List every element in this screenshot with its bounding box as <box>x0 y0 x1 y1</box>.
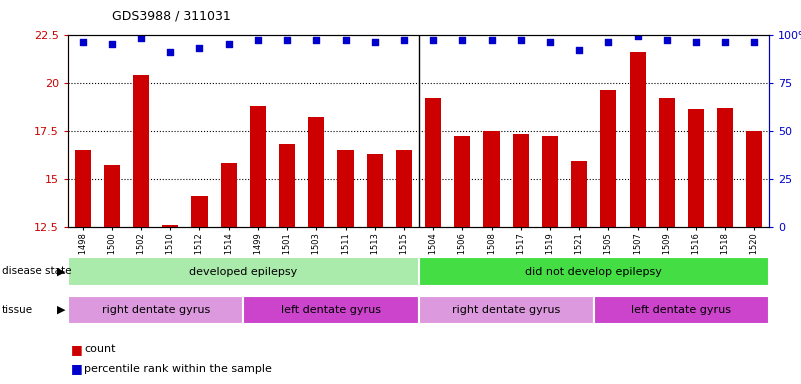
Point <box>368 39 381 45</box>
Bar <box>454 136 470 227</box>
Text: ▶: ▶ <box>57 305 66 315</box>
Bar <box>279 144 295 227</box>
Point <box>456 37 469 43</box>
Text: did not develop epilepsy: did not develop epilepsy <box>525 266 662 277</box>
Bar <box>191 196 207 227</box>
Point <box>718 39 731 45</box>
Bar <box>594 296 769 324</box>
Text: ■: ■ <box>70 362 83 375</box>
Bar <box>630 52 646 227</box>
Bar <box>542 136 558 227</box>
Bar <box>133 75 149 227</box>
Text: tissue: tissue <box>2 305 33 315</box>
Point <box>280 37 293 43</box>
Point <box>514 37 527 43</box>
Bar <box>244 296 418 324</box>
Point <box>106 41 119 47</box>
Bar <box>104 165 120 227</box>
Bar <box>717 108 733 227</box>
Point <box>427 37 440 43</box>
Bar <box>68 257 418 286</box>
Point <box>193 45 206 51</box>
Point <box>310 37 323 43</box>
Bar <box>418 296 594 324</box>
Point <box>485 37 498 43</box>
Point <box>573 47 586 53</box>
Text: ▶: ▶ <box>57 266 66 276</box>
Text: disease state: disease state <box>2 266 71 276</box>
Bar <box>688 109 704 227</box>
Bar <box>68 296 244 324</box>
Point <box>748 39 761 45</box>
Point <box>690 39 702 45</box>
Bar <box>220 163 237 227</box>
Bar <box>250 106 266 227</box>
Bar <box>658 98 674 227</box>
Text: left dentate gyrus: left dentate gyrus <box>631 305 731 315</box>
Point <box>76 39 89 45</box>
Text: ■: ■ <box>70 343 83 356</box>
Text: GDS3988 / 311031: GDS3988 / 311031 <box>112 10 231 23</box>
Point <box>602 39 614 45</box>
Bar <box>74 150 91 227</box>
Point <box>164 49 177 55</box>
Point <box>631 33 644 40</box>
Bar <box>513 134 529 227</box>
Bar <box>425 98 441 227</box>
Bar <box>600 90 617 227</box>
Bar <box>396 150 412 227</box>
Point <box>544 39 557 45</box>
Bar <box>418 257 769 286</box>
Bar <box>484 131 500 227</box>
Bar <box>337 150 353 227</box>
Bar <box>367 154 383 227</box>
Bar <box>571 161 587 227</box>
Text: left dentate gyrus: left dentate gyrus <box>281 305 381 315</box>
Point <box>135 35 147 41</box>
Bar <box>747 131 763 227</box>
Bar <box>308 117 324 227</box>
Point <box>397 37 410 43</box>
Point <box>223 41 235 47</box>
Point <box>252 37 264 43</box>
Bar <box>163 225 179 227</box>
Text: percentile rank within the sample: percentile rank within the sample <box>84 364 272 374</box>
Text: developed epilepsy: developed epilepsy <box>189 266 297 277</box>
Text: right dentate gyrus: right dentate gyrus <box>102 305 210 315</box>
Point <box>339 37 352 43</box>
Text: count: count <box>84 344 115 354</box>
Point <box>660 37 673 43</box>
Text: right dentate gyrus: right dentate gyrus <box>452 305 560 315</box>
